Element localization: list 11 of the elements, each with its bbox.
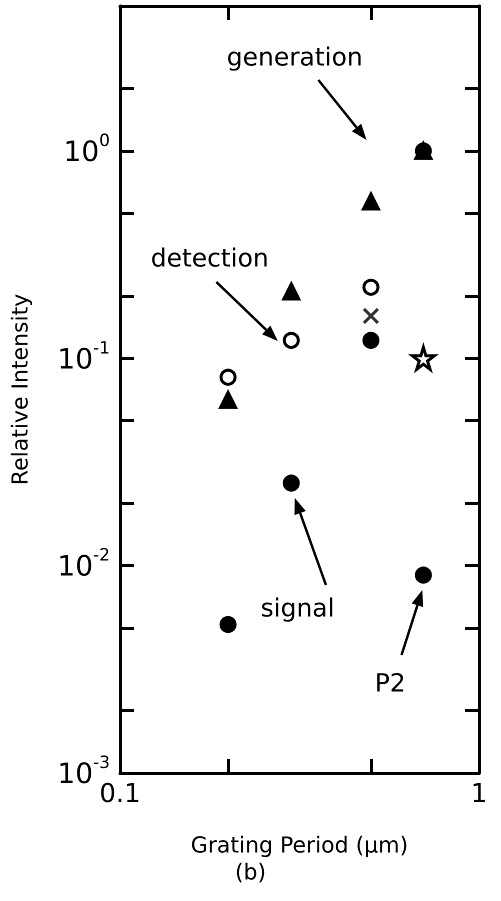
annotation: generation — [226, 42, 363, 72]
y-tick-label: 10$^{-1}$ — [57, 338, 110, 375]
annotation: signal — [260, 594, 335, 622]
y-tick-label: 10$^{-2}$ — [57, 546, 110, 582]
x-tick-label: 1 — [470, 779, 488, 809]
y-axis-title: Relative Intensity — [8, 294, 34, 486]
annotation: P2 — [374, 668, 406, 698]
y-tick-label: 10$^{0}$ — [64, 130, 110, 168]
text: (b) — [234, 860, 266, 886]
annotation: detection — [150, 244, 269, 272]
x-axis-title: Grating Period (μm) — [190, 834, 408, 858]
